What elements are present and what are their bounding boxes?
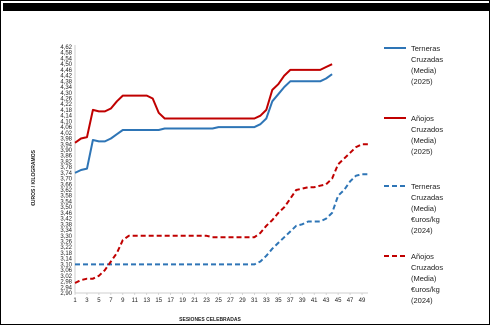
y-tick-label: 3,38 <box>60 222 72 228</box>
y-tick-label: 3,02 <box>60 274 72 280</box>
y-tick-label: 4,10 <box>60 119 72 125</box>
y-tick-label: 4,22 <box>60 102 72 108</box>
x-tick-label: 25 <box>215 298 222 304</box>
x-tick-label: 45 <box>335 298 342 304</box>
x-tick-label: 27 <box>227 298 234 304</box>
y-tick-label: 3,94 <box>60 142 72 148</box>
x-tick-label: 43 <box>323 298 330 304</box>
y-tick-label: 3,26 <box>60 240 72 246</box>
x-tick-labels: 1 3 5 7 9 11 13 15 17 19 21 23 25 27 29 31 33 35 37 39 41 43 4… <box>73 293 366 304</box>
y-tick-label: 3,50 <box>60 205 72 211</box>
y-tick-label: 4,58 <box>60 51 72 57</box>
x-tick-label: 17 <box>167 298 174 304</box>
y-tick-label: 3,66 <box>60 182 72 188</box>
y-tick-labels: 4,624,584,544,504,464,424,384,344,304,26… <box>60 45 72 297</box>
legend-label: Terneras Cruzadas (Media) (2025) <box>411 44 443 86</box>
y-tick-label: 3,86 <box>60 154 72 160</box>
x-tick-label: 31 <box>251 298 258 304</box>
x-tick-label: 3 <box>85 298 89 304</box>
y-tick-label: 3,42 <box>60 217 72 223</box>
series-lines <box>74 63 368 284</box>
top-black-bar <box>3 3 489 11</box>
axes <box>74 45 368 294</box>
y-tick-label: 3,34 <box>60 228 72 234</box>
x-tick-label: 1 <box>73 298 77 304</box>
y-tick-label: 2,98 <box>60 280 72 286</box>
x-tick-label: 39 <box>299 298 306 304</box>
y-tick-label: 3,06 <box>60 268 72 274</box>
y-tick-label: 3,74 <box>60 171 72 177</box>
legend-label: Añojos Cruzados (Media) (2025) <box>411 114 443 156</box>
series-line-1 <box>74 73 333 174</box>
y-tick-label: 3,10 <box>60 262 72 268</box>
y-tick-label: 4,14 <box>60 114 72 120</box>
y-tick-label: 4,06 <box>60 125 72 131</box>
y-tick-label: 4,34 <box>60 85 72 91</box>
x-tick-label: 11 <box>132 298 139 304</box>
y-tick-label: 3,90 <box>60 148 72 154</box>
y-tick-label: 4,62 <box>60 45 72 51</box>
y-tick-label: 4,02 <box>60 131 72 137</box>
x-tick-label: 19 <box>179 298 186 304</box>
x-tick-label: 49 <box>359 298 366 304</box>
x-tick-label: 33 <box>263 298 270 304</box>
y-tick-label: 4,54 <box>60 56 72 62</box>
y-tick-label: 2,90 <box>60 291 72 297</box>
y-tick-label: 3,78 <box>60 165 72 171</box>
y-tick-label: 3,58 <box>60 194 72 200</box>
x-tick-label: 29 <box>239 298 246 304</box>
y-tick-label: 4,46 <box>60 68 72 74</box>
y-tick-label: 3,18 <box>60 251 72 257</box>
x-tick-label: 23 <box>203 298 210 304</box>
y-tick-label: 3,82 <box>60 159 72 165</box>
y-tick-label: 4,18 <box>60 108 72 114</box>
x-tick-label: 37 <box>287 298 294 304</box>
y-tick-label: 4,42 <box>60 74 72 80</box>
x-tick-label: 21 <box>191 298 198 304</box>
y-tick-label: 4,30 <box>60 91 72 97</box>
x-tick-label: 7 <box>109 298 113 304</box>
y-tick-label: 2,94 <box>60 285 72 291</box>
y-tick-label: 3,30 <box>60 234 72 240</box>
y-tick-label: 3,54 <box>60 199 72 205</box>
series-line-4 <box>74 143 368 284</box>
y-tick-label: 4,38 <box>60 79 72 85</box>
x-tick-label: 47 <box>347 298 354 304</box>
y-tick-label: 3,46 <box>60 211 72 217</box>
x-tick-label: 5 <box>97 298 101 304</box>
x-tick-label: 9 <box>121 298 125 304</box>
y-tick-label: 3,14 <box>60 257 72 263</box>
y-tick-label: 3,70 <box>60 177 72 183</box>
x-axis-title: SESIONES CELEBRADAS <box>179 317 241 323</box>
y-tick-label: 3,22 <box>60 245 72 251</box>
x-tick-label: 13 <box>143 298 150 304</box>
x-tick-label: 15 <box>155 298 162 304</box>
x-tick-label: 35 <box>275 298 282 304</box>
y-axis-title: €UROS / KILOGRAMOS <box>31 149 37 206</box>
series-line-3 <box>75 173 368 266</box>
x-tick-label: 41 <box>311 298 318 304</box>
legend: Terneras Cruzadas (Media) (2025) Añojos Cruza… <box>384 44 443 305</box>
legend-label: Añojos Cruzados (Media) €uros/kg (2024) <box>411 252 443 305</box>
y-tick-label: 3,98 <box>60 137 72 143</box>
legend-label: Terneras Cruzadas (Media) €uros/kg (2024) <box>411 182 443 235</box>
y-tick-label: 4,50 <box>60 62 72 68</box>
y-tick-label: 4,26 <box>60 96 72 102</box>
series-line-2 <box>74 63 333 144</box>
y-tick-label: 3,62 <box>60 188 72 194</box>
